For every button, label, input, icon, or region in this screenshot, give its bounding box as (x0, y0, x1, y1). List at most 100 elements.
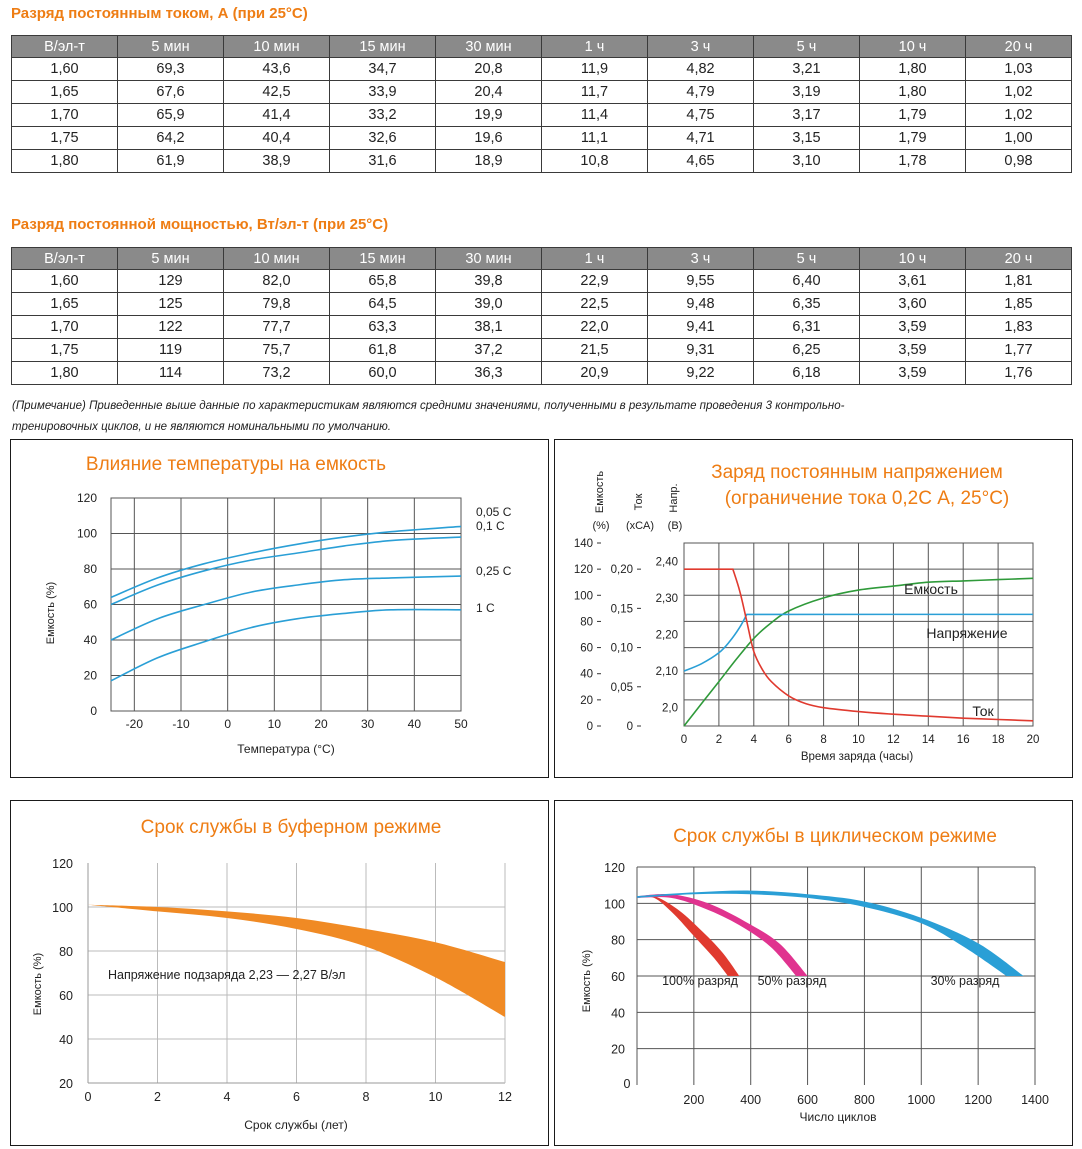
capacity-tick-label: 20 (580, 695, 593, 707)
table-cell: 21,5 (541, 338, 648, 362)
table-cell: 1,80 (11, 361, 118, 385)
current-tick-label: 0,05 (611, 682, 633, 694)
x-tick-label: 14 (922, 734, 935, 746)
x-tick-label: 0 (681, 734, 687, 746)
temperature-capacity-panel: Влияние температуры на емкость Емкость (… (10, 439, 549, 778)
series-label: 0,1 C (476, 519, 505, 533)
cycle-life-band (637, 895, 740, 976)
table-cell: 39,8 (435, 269, 542, 293)
table-cell: 1,65 (11, 292, 118, 316)
footnote-line-2: тренировочных циклов, и не являются номи… (12, 421, 391, 433)
capacity-axis-header: Емкость (594, 471, 606, 513)
table-cell: 67,6 (117, 80, 224, 104)
table-cell: 1,79 (859, 103, 966, 127)
y-tick-label: 100 (77, 527, 97, 541)
capacity-tick-label: 40 (580, 669, 593, 681)
table-cell: 65,9 (117, 103, 224, 127)
y-axis-label: Емкость (%) (32, 953, 44, 1015)
table-cell: 4,75 (647, 103, 754, 127)
column-header: 3 ч (647, 247, 754, 270)
float-life-chart: Срок службы в буферном режиме Емкость (%… (32, 817, 512, 1132)
x-axis-label: Время заряда (часы) (801, 751, 913, 763)
table-cell: 3,15 (753, 126, 860, 150)
table-row: 1,60 69,3 43,6 34,7 20,8 11,9 4,82 3,21 1,80 1,03 (11, 57, 1072, 81)
x-tick-label: 2 (154, 1090, 161, 1104)
cycle-life-band (637, 890, 1024, 976)
y-tick-label: 120 (77, 491, 97, 505)
table-cell: 20,9 (541, 361, 648, 385)
table-cell: 1,80 (859, 80, 966, 104)
table-cell: 41,4 (223, 103, 330, 127)
y-tick-label: 20 (59, 1077, 73, 1091)
table-cell: 1,75 (11, 126, 118, 150)
column-header: 30 мин (435, 247, 542, 270)
voltage-tick-label: 2,10 (656, 666, 678, 678)
current-tick-label: 0,10 (611, 643, 633, 655)
series-line (110, 608, 462, 682)
temperature-capacity-chart: Влияние температуры на емкость Емкость (… (45, 454, 512, 756)
series-line (110, 575, 462, 641)
table-cell: 61,8 (329, 338, 436, 362)
x-tick-label: 4 (751, 734, 758, 746)
chart-annotation: Напряжение подзаряда 2,23 — 2,27 В/эл (108, 968, 345, 982)
capacity-tick-label: 0 (587, 721, 593, 733)
capacity-curve (683, 577, 1034, 727)
table-cell: 40,4 (223, 126, 330, 150)
cycle-life-band (637, 893, 808, 976)
table-cell: 77,7 (223, 315, 330, 339)
table-cell: 1,75 (11, 338, 118, 362)
x-tick-label: 6 (785, 734, 791, 746)
table-cell: 1,60 (11, 57, 118, 81)
table-row: 1,70 65,9 41,4 33,2 19,9 11,4 4,75 3,17 1,79 1,02 (11, 103, 1072, 127)
x-tick-label: 40 (408, 717, 422, 731)
table-cell: 42,5 (223, 80, 330, 104)
table-cell: 69,3 (117, 57, 224, 81)
table-cell: 6,18 (753, 361, 860, 385)
capacity-tick-label: 140 (574, 538, 593, 550)
y-tick-label: 60 (59, 989, 73, 1003)
table-cell: 20,4 (435, 80, 542, 104)
table-cell: 33,9 (329, 80, 436, 104)
table-cell: 1,79 (859, 126, 966, 150)
table-cell: 3,60 (859, 292, 966, 316)
column-header: 1 ч (541, 35, 648, 58)
x-tick-label: 0 (624, 1077, 631, 1091)
x-tick-label: 16 (957, 734, 970, 746)
table-cell: 3,19 (753, 80, 860, 104)
x-tick-label: 200 (683, 1093, 704, 1107)
x-tick-label: 1400 (1021, 1093, 1049, 1107)
y-tick-label: 20 (611, 1043, 625, 1057)
x-tick-label: -10 (172, 717, 190, 731)
chart-title: Срок службы в буферном режиме (141, 817, 442, 838)
table-cell: 10,8 (541, 149, 648, 173)
float-life-band (88, 904, 505, 1017)
table-cell: 4,79 (647, 80, 754, 104)
column-header: 5 мин (117, 35, 224, 58)
table-cell: 3,17 (753, 103, 860, 127)
table-cell: 125 (117, 292, 224, 316)
table-cell: 11,9 (541, 57, 648, 81)
footnote-line-1: (Примечание) Приведенные выше данные по … (12, 400, 845, 412)
table-cell: 1,00 (965, 126, 1072, 150)
table-cell: 36,3 (435, 361, 542, 385)
table-cell: 38,1 (435, 315, 542, 339)
x-tick-label: 0 (85, 1090, 92, 1104)
y-tick-label: 80 (59, 945, 73, 959)
table-cell: 11,1 (541, 126, 648, 150)
table-row: 1,80 61,9 38,9 31,6 18,9 10,8 4,65 3,10 1,78 0,98 (11, 149, 1072, 173)
y-tick-label: 80 (84, 562, 98, 576)
x-tick-label: 2 (716, 734, 722, 746)
x-tick-label: 400 (740, 1093, 761, 1107)
y-tick-label: 120 (604, 861, 625, 875)
current-axis-unit: (xCA) (626, 520, 654, 532)
x-tick-label: 10 (429, 1090, 443, 1104)
table-row: 1,60 129 82,0 65,8 39,8 22,9 9,55 6,40 3,61 1,81 (11, 269, 1072, 293)
table-cell: 4,65 (647, 149, 754, 173)
column-header: В/эл-т (11, 247, 118, 270)
table-cell: 63,3 (329, 315, 436, 339)
table-cell: 1,80 (11, 149, 118, 173)
series-label: 100% разряд (662, 974, 739, 988)
x-tick-label: 4 (224, 1090, 231, 1104)
table-cell: 38,9 (223, 149, 330, 173)
table-row: 1,65 125 79,8 64,5 39,0 22,5 9,48 6,35 3,60 1,85 (11, 292, 1072, 316)
